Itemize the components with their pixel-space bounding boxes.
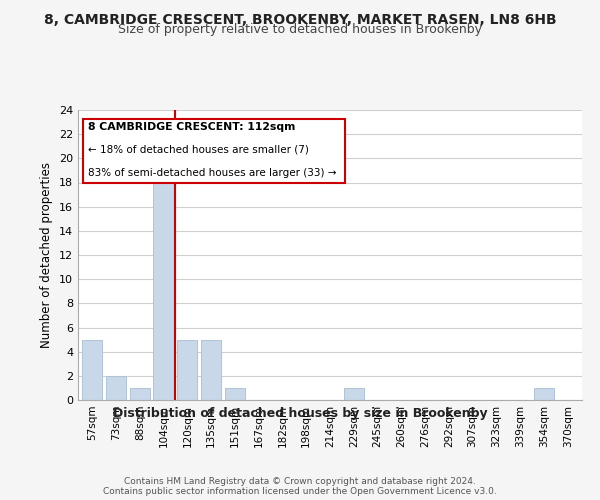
Text: 83% of semi-detached houses are larger (33) →: 83% of semi-detached houses are larger (… <box>88 168 337 178</box>
Text: Distribution of detached houses by size in Brookenby: Distribution of detached houses by size … <box>113 408 487 420</box>
Text: 8, CAMBRIDGE CRESCENT, BROOKENBY, MARKET RASEN, LN8 6HB: 8, CAMBRIDGE CRESCENT, BROOKENBY, MARKET… <box>44 12 556 26</box>
Text: Contains HM Land Registry data © Crown copyright and database right 2024.: Contains HM Land Registry data © Crown c… <box>124 478 476 486</box>
Bar <box>225 388 245 400</box>
Bar <box>130 388 150 400</box>
FancyBboxPatch shape <box>83 118 345 182</box>
Y-axis label: Number of detached properties: Number of detached properties <box>40 162 53 348</box>
Bar <box>154 158 173 400</box>
Bar <box>106 376 126 400</box>
Text: ← 18% of detached houses are smaller (7): ← 18% of detached houses are smaller (7) <box>88 145 309 155</box>
Bar <box>177 340 197 400</box>
Text: Contains public sector information licensed under the Open Government Licence v3: Contains public sector information licen… <box>103 488 497 496</box>
Text: Size of property relative to detached houses in Brookenby: Size of property relative to detached ho… <box>118 22 482 36</box>
Text: 8 CAMBRIDGE CRESCENT: 112sqm: 8 CAMBRIDGE CRESCENT: 112sqm <box>88 122 295 132</box>
Bar <box>534 388 554 400</box>
Bar <box>82 340 103 400</box>
Bar <box>201 340 221 400</box>
Bar <box>344 388 364 400</box>
